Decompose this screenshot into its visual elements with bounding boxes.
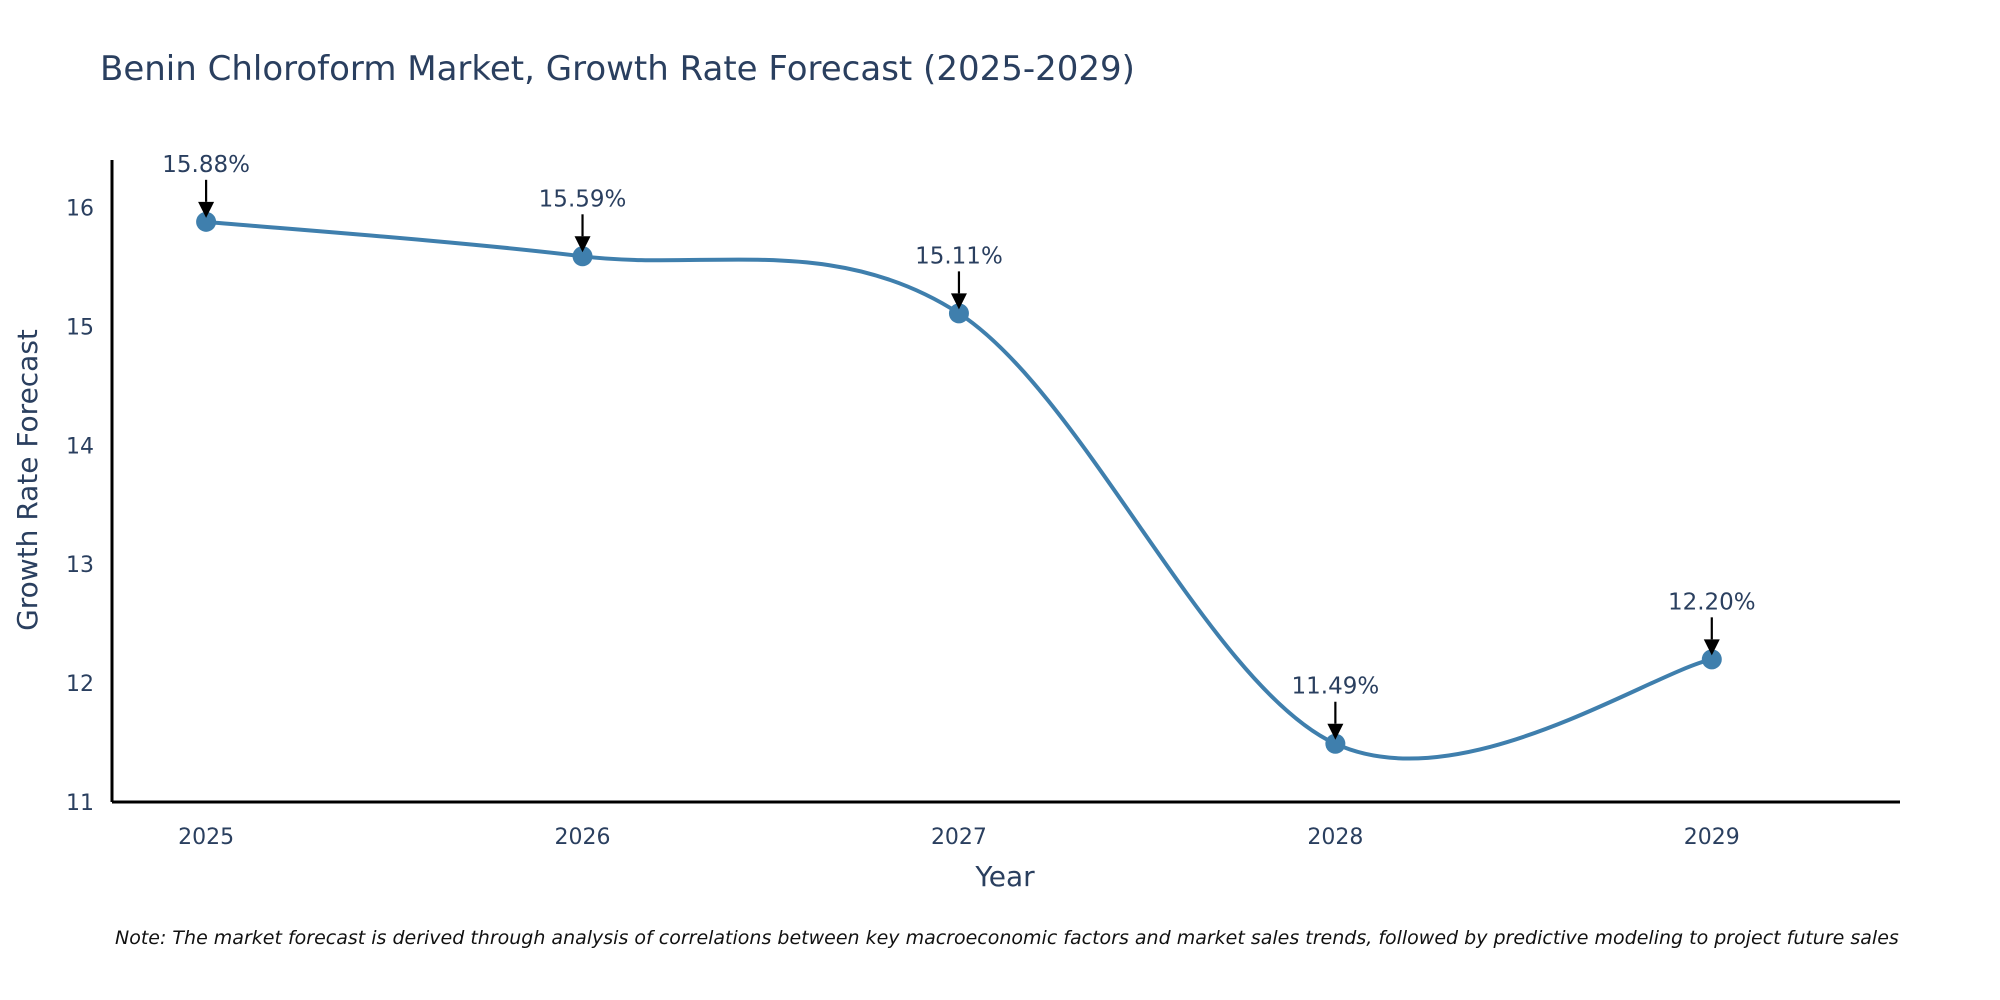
x-tick-label: 2026	[555, 825, 611, 850]
y-tick-label: 16	[66, 197, 94, 222]
data-label: 15.88%	[162, 152, 250, 178]
data-point	[1325, 733, 1346, 754]
annotation-arrowhead	[198, 201, 215, 218]
x-tick-label: 2027	[931, 825, 987, 850]
y-tick-label: 14	[66, 434, 94, 459]
data-label: 12.20%	[1668, 589, 1756, 615]
data-annotations: 15.88% 15.59% 15.11% 11.49% 12.20%	[162, 152, 1756, 740]
data-label: 15.59%	[539, 186, 627, 212]
data-label: 15.11%	[915, 243, 1003, 269]
data-point	[948, 303, 969, 324]
data-label: 11.49%	[1292, 674, 1380, 700]
annotation-arrowhead	[1703, 639, 1720, 656]
y-axis: 11 12 13 14 15 16	[66, 160, 114, 816]
y-axis-title: Growth Rate Forecast	[11, 329, 44, 631]
data-points	[196, 211, 1722, 754]
data-point	[1701, 649, 1722, 670]
x-tick-label: 2025	[178, 825, 234, 850]
x-tick-label: 2028	[1307, 825, 1363, 850]
x-axis: 2025 2026 2027 2028 2029	[112, 800, 1900, 850]
annotation-arrowhead	[950, 293, 967, 310]
y-tick-label: 13	[66, 553, 94, 578]
data-point	[196, 211, 217, 232]
y-tick-label: 11	[66, 791, 94, 816]
x-axis-title: Year	[974, 860, 1035, 893]
y-tick-label: 15	[66, 315, 94, 340]
y-tick-label: 12	[66, 672, 94, 697]
forecast-note: Note: The market forecast is derived thr…	[115, 927, 1899, 949]
annotation-arrowhead	[574, 236, 591, 253]
x-tick-label: 2029	[1684, 825, 1740, 850]
chart-title: Benin Chloroform Market, Growth Rate For…	[100, 49, 1135, 89]
data-point	[572, 246, 593, 267]
growth-rate-line	[205, 219, 1713, 761]
annotation-arrowhead	[1327, 723, 1344, 740]
